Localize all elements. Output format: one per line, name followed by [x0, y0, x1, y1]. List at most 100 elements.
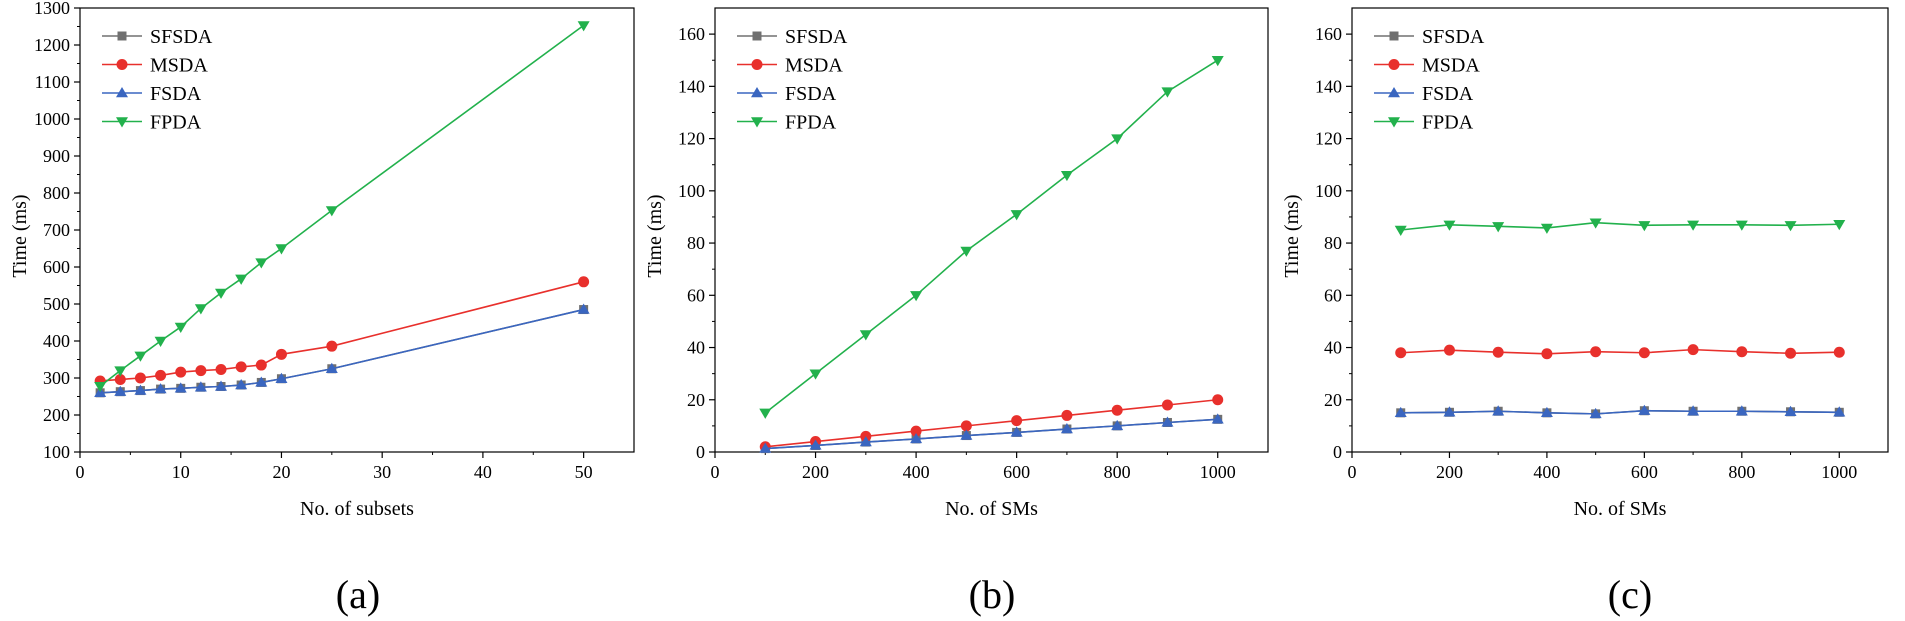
data-point-fpda	[1540, 223, 1553, 234]
data-point-msda	[1395, 347, 1407, 359]
data-point-fsda	[910, 432, 923, 444]
data-point-msda	[1212, 394, 1224, 406]
legend-marker-fsda	[116, 87, 128, 98]
x-tick-label: 0	[711, 462, 720, 482]
y-tick-label: 700	[43, 220, 70, 240]
data-point-fsda	[215, 380, 228, 391]
series-line-msda	[1400, 348, 1840, 355]
data-point-fpda	[809, 369, 822, 380]
y-tick-label: 140	[1315, 76, 1342, 96]
y-tick-label: 1200	[34, 35, 70, 55]
legend-label-msda: MSDA	[785, 55, 843, 77]
y-tick-label: 500	[43, 294, 70, 314]
y-tick-label: 20	[1324, 390, 1342, 410]
y-tick-label: 800	[43, 183, 70, 203]
data-point-fpda	[1161, 87, 1174, 98]
legend-label-fpda: FPDA	[785, 112, 837, 134]
data-point-fsda	[1010, 426, 1023, 437]
data-point-msda	[1785, 347, 1797, 359]
data-point-fpda	[1735, 220, 1748, 231]
series-line-fsda	[1400, 409, 1840, 415]
y-tick-label: 400	[43, 331, 70, 351]
data-point-fpda	[1589, 218, 1602, 229]
data-point-fpda	[1443, 220, 1456, 231]
data-point-msda	[134, 372, 146, 384]
plot-frame	[714, 7, 1269, 453]
y-tick-label: 300	[43, 368, 70, 388]
data-point-fpda	[1492, 222, 1505, 233]
series-line-fpda	[99, 24, 585, 387]
data-point-fpda	[1638, 221, 1651, 232]
legend-marker-sfsda	[1389, 31, 1399, 41]
data-point-fsda	[1589, 407, 1602, 419]
data-point-fsda	[1540, 406, 1553, 418]
data-point-msda	[215, 363, 227, 375]
legend-marker-sfsda	[752, 31, 762, 41]
x-tick-label: 800	[1728, 462, 1755, 482]
data-point-fsda	[325, 362, 338, 373]
data-point-fsda	[1638, 404, 1651, 415]
data-point-fpda	[215, 288, 228, 299]
data-point-fsda	[275, 372, 288, 383]
legend-marker-fpda	[1388, 117, 1400, 128]
y-tick-label: 160	[1315, 24, 1342, 44]
y-axis-title: Time (ms)	[644, 194, 666, 277]
data-point-msda	[1161, 399, 1173, 411]
legend-marker-fpda	[751, 117, 763, 128]
data-point-msda	[578, 276, 590, 288]
legend-marker-msda	[1388, 59, 1400, 70]
series-msda	[1395, 344, 1845, 360]
x-tick-label: 200	[1436, 462, 1463, 482]
data-point-msda	[1638, 347, 1650, 359]
data-point-msda	[255, 359, 267, 371]
data-point-fsda	[1735, 405, 1748, 416]
data-point-msda	[1687, 344, 1699, 356]
y-tick-label: 1300	[34, 0, 70, 18]
data-point-fsda	[114, 385, 127, 396]
x-tick-label: 30	[373, 462, 391, 482]
y-tick-label: 20	[687, 390, 705, 410]
data-point-fpda	[235, 274, 248, 285]
y-tick-label: 60	[1324, 285, 1342, 305]
data-point-fpda	[174, 322, 187, 333]
y-tick-label: 120	[678, 129, 705, 149]
data-point-fsda	[1443, 406, 1456, 417]
legend-marker-fsda	[1388, 87, 1400, 98]
x-tick-label: 400	[903, 462, 930, 482]
panel-label: (b)	[969, 572, 1016, 617]
data-point-msda	[1590, 346, 1602, 358]
series-line-sfsda	[100, 308, 584, 394]
data-point-fsda	[134, 384, 147, 395]
y-tick-label: 100	[43, 442, 70, 462]
x-tick-label: 20	[272, 462, 290, 482]
data-point-msda	[235, 361, 247, 373]
data-point-fpda	[94, 381, 107, 393]
data-point-fpda	[577, 21, 590, 32]
legend-marker-fpda	[116, 117, 128, 128]
data-point-msda	[155, 369, 167, 381]
series-fsda	[94, 303, 590, 397]
data-point-fpda	[1060, 170, 1073, 182]
x-axis-title: No. of subsets	[300, 498, 414, 520]
legend-marker-msda	[116, 59, 128, 70]
x-tick-label: 1000	[1821, 462, 1857, 482]
data-point-fsda	[759, 442, 772, 453]
series-fpda	[759, 56, 1224, 419]
data-point-msda	[1492, 346, 1504, 358]
y-tick-label: 60	[687, 285, 705, 305]
data-point-fpda	[194, 304, 207, 315]
data-point-msda	[326, 340, 338, 352]
y-axis-title: Time (ms)	[9, 194, 31, 277]
y-tick-label: 120	[1315, 129, 1342, 149]
data-point-fpda	[1833, 220, 1846, 231]
legend-label-sfsda: SFSDA	[1422, 26, 1485, 48]
chart-panel-b: 0 20 40 60 80 100 120 140 160 0 200 400 600 800 1000 No…	[644, 7, 1269, 617]
data-point-fpda	[134, 351, 147, 362]
data-point-msda	[1833, 346, 1845, 358]
legend-label-fsda: FSDA	[150, 83, 202, 105]
y-tick-label: 600	[43, 257, 70, 277]
y-tick-label: 80	[687, 233, 705, 253]
data-point-msda	[1061, 409, 1073, 421]
legend-marker-fsda	[751, 87, 763, 98]
x-tick-label: 400	[1533, 462, 1560, 482]
